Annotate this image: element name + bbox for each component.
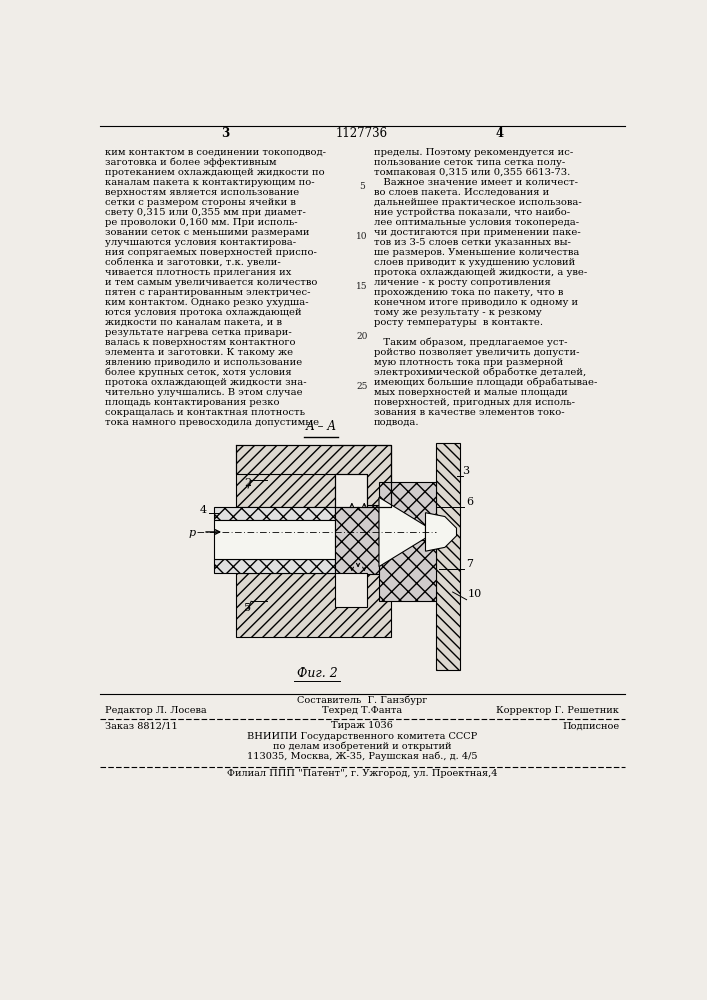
Text: протока охлаждающей жидкости зна-: протока охлаждающей жидкости зна-	[105, 378, 307, 387]
Text: конечном итоге приводило к одному и: конечном итоге приводило к одному и	[373, 298, 578, 307]
Text: личение - к росту сопротивления: личение - к росту сопротивления	[373, 278, 550, 287]
Text: 6: 6	[466, 497, 473, 507]
Text: протеканием охлаждающей жидкости по: протеканием охлаждающей жидкости по	[105, 168, 325, 177]
Text: мых поверхностей и малые площади: мых поверхностей и малые площади	[373, 388, 567, 397]
Text: ким контактом в соединении токоподвод-: ким контактом в соединении токоподвод-	[105, 148, 327, 157]
Text: дальнейшее практическое использова-: дальнейшее практическое использова-	[373, 198, 581, 207]
Bar	[436, 443, 460, 670]
Text: ройство позволяет увеличить допусти-: ройство позволяет увеличить допусти-	[373, 348, 579, 357]
Text: 20: 20	[356, 332, 368, 341]
Text: Важное значение имеет и количест-: Важное значение имеет и количест-	[373, 178, 578, 187]
Text: 15: 15	[356, 282, 368, 291]
Bar	[235, 573, 391, 637]
Text: Таким образом, предлагаемое уст-: Таким образом, предлагаемое уст-	[373, 338, 567, 347]
Text: Тираж 1036: Тираж 1036	[331, 721, 393, 730]
Text: прохождению тока по пакету, что в: прохождению тока по пакету, что в	[373, 288, 563, 297]
Text: протока охлаждающей жидкости, а уве-: протока охлаждающей жидкости, а уве-	[373, 268, 587, 277]
Text: ния сопрягаемых поверхностей приспо-: ния сопрягаемых поверхностей приспо-	[105, 248, 317, 257]
Text: Техред Т.Фанта: Техред Т.Фанта	[322, 706, 402, 715]
Bar	[379, 482, 436, 540]
Text: валась к поверхностям контактного: валась к поверхностям контактного	[105, 338, 296, 347]
Text: улучшаются условия контактирова-: улучшаются условия контактирова-	[105, 238, 296, 247]
Text: жидкости по каналам пакета, и в: жидкости по каналам пакета, и в	[105, 318, 282, 327]
Text: 2: 2	[245, 478, 252, 488]
Text: пределы. Поэтому рекомендуется ис-: пределы. Поэтому рекомендуется ис-	[373, 148, 573, 157]
Bar	[214, 507, 335, 520]
Text: собленка и заготовки, т.к. увели-: собленка и заготовки, т.к. увели-	[105, 258, 281, 267]
Text: чивается плотность прилегания их: чивается плотность прилегания их	[105, 268, 292, 277]
Text: по делам изобретений и открытий: по делам изобретений и открытий	[273, 742, 451, 751]
Text: Корректор Г. Решетник: Корректор Г. Решетник	[496, 706, 619, 715]
Text: площадь контактирования резко: площадь контактирования резко	[105, 398, 280, 407]
Text: поверхностей, пригодных для исполь-: поверхностей, пригодных для исполь-	[373, 398, 575, 407]
Text: электрохимической обработке деталей,: электрохимической обработке деталей,	[373, 368, 586, 377]
Polygon shape	[379, 497, 426, 567]
Text: элемента и заготовки. К такому же: элемента и заготовки. К такому же	[105, 348, 293, 357]
Text: Составитель  Г. Ганзбург: Составитель Г. Ганзбург	[297, 695, 427, 705]
Bar	[214, 520, 335, 559]
Text: чи достигаются при применении паке-: чи достигаются при применении паке-	[373, 228, 580, 237]
Text: результате нагрева сетка привари-: результате нагрева сетка привари-	[105, 328, 292, 337]
Text: А – А: А – А	[305, 420, 337, 433]
Text: пользование сеток типа сетка полу-: пользование сеток типа сетка полу-	[373, 158, 565, 167]
Bar	[335, 573, 368, 607]
Text: пятен с гарантированным электричес-: пятен с гарантированным электричес-	[105, 288, 311, 297]
Text: ре проволоки 0,160 мм. При исполь-: ре проволоки 0,160 мм. При исполь-	[105, 218, 298, 227]
Text: лее оптимальные условия токопереда-: лее оптимальные условия токопереда-	[373, 218, 579, 227]
Text: 5: 5	[359, 182, 365, 191]
Text: более крупных сеток, хотя условия: более крупных сеток, хотя условия	[105, 368, 292, 377]
Text: 4: 4	[199, 505, 206, 515]
Bar	[335, 474, 368, 507]
Polygon shape	[426, 513, 457, 551]
Text: чительно улучшались. В этом случае: чительно улучшались. В этом случае	[105, 388, 303, 397]
Bar	[214, 559, 335, 573]
Text: 7: 7	[466, 559, 473, 569]
Text: зовании сеток с меньшими размерами: зовании сеток с меньшими размерами	[105, 228, 310, 237]
Text: 5: 5	[245, 603, 252, 613]
Text: 10: 10	[356, 232, 368, 241]
Text: тока намного превосходила допустимые: тока намного превосходила допустимые	[105, 418, 320, 427]
Text: ким контактом. Однако резко ухудша-: ким контактом. Однако резко ухудша-	[105, 298, 309, 307]
Text: 3: 3	[462, 466, 469, 476]
Text: каналам пакета к контактирующим по-: каналам пакета к контактирующим по-	[105, 178, 315, 187]
Bar	[235, 445, 391, 507]
Text: 4: 4	[495, 127, 503, 140]
Text: Подписное: Подписное	[562, 721, 619, 730]
Text: 1127736: 1127736	[336, 127, 388, 140]
Text: и тем самым увеличивается количество: и тем самым увеличивается количество	[105, 278, 318, 287]
Text: мую плотность тока при размерной: мую плотность тока при размерной	[373, 358, 563, 367]
Text: имеющих большие площади обрабатывае-: имеющих большие площади обрабатывае-	[373, 378, 597, 387]
Text: во слоев пакета. Исследования и: во слоев пакета. Исследования и	[373, 188, 549, 197]
Text: тов из 3-5 слоев сетки указанных вы-: тов из 3-5 слоев сетки указанных вы-	[373, 238, 571, 247]
Text: Филиал ППП "Патент", г. Ужгород, ул. Проектная,4: Филиал ППП "Патент", г. Ужгород, ул. Про…	[227, 769, 497, 778]
Text: свету 0,315 или 0,355 мм при диамет-: свету 0,315 или 0,355 мм при диамет-	[105, 208, 306, 217]
Text: р: р	[188, 528, 195, 538]
Text: подвода.: подвода.	[373, 418, 419, 427]
Text: ше размеров. Уменьшение количества: ше размеров. Уменьшение количества	[373, 248, 579, 257]
Text: 25: 25	[356, 382, 368, 391]
Text: ние устройства показали, что наибо-: ние устройства показали, что наибо-	[373, 208, 570, 217]
Text: 10: 10	[468, 589, 482, 599]
Text: Заказ 8812/11: Заказ 8812/11	[105, 721, 178, 730]
Text: 113035, Москва, Ж-35, Раушская наб., д. 4/5: 113035, Москва, Ж-35, Раушская наб., д. …	[247, 752, 477, 761]
Bar	[379, 540, 436, 601]
Text: заготовка и более эффективным: заготовка и более эффективным	[105, 158, 277, 167]
Text: тому же результату - к резкому: тому же результату - к резкому	[373, 308, 542, 317]
Text: томпаковая 0,315 или 0,355 6613-73.: томпаковая 0,315 или 0,355 6613-73.	[373, 168, 570, 177]
Text: зования в качестве элементов токо-: зования в качестве элементов токо-	[373, 408, 564, 417]
Text: Редактор Л. Лосева: Редактор Л. Лосева	[105, 706, 207, 715]
Text: ются условия протока охлаждающей: ются условия протока охлаждающей	[105, 308, 302, 317]
Text: росту температуры  в контакте.: росту температуры в контакте.	[373, 318, 542, 327]
Text: ВНИИПИ Государственного комитета СССР: ВНИИПИ Государственного комитета СССР	[247, 732, 477, 741]
Bar	[335, 505, 379, 574]
Text: 3: 3	[221, 127, 229, 140]
Text: слоев приводит к ухудшению условий: слоев приводит к ухудшению условий	[373, 258, 575, 267]
Text: верхностям является использование: верхностям является использование	[105, 188, 300, 197]
Text: сетки с размером стороны ячейки в: сетки с размером стороны ячейки в	[105, 198, 296, 207]
Text: сокращалась и контактная плотность: сокращалась и контактная плотность	[105, 408, 305, 417]
Text: Фиг. 2: Фиг. 2	[297, 667, 337, 680]
Text: явлению приводило и использование: явлению приводило и использование	[105, 358, 303, 367]
